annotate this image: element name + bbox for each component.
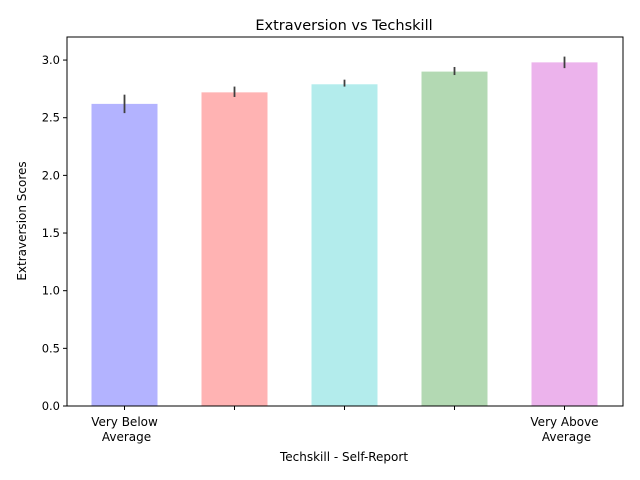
y-axis-label: Extraversion Scores: [15, 161, 29, 280]
chart-title: Extraversion vs Techskill: [255, 18, 432, 34]
y-tick-label: 3.0: [42, 53, 60, 67]
y-tick-label: 0.5: [42, 341, 60, 355]
bar-2: [201, 92, 268, 406]
bar-5: [531, 62, 598, 407]
bar-4: [421, 71, 488, 406]
y-tick-label: 1.5: [42, 226, 60, 240]
plot-area: 0.0 0.5 1.0 1.5 2.0 2.5 3.0 Very Below Average Ve…: [42, 53, 599, 444]
y-tick-label: 1.0: [42, 284, 60, 298]
bar-3: [311, 84, 378, 406]
x-tick-label: Very Below Average: [91, 415, 158, 444]
y-tick-label: 2.5: [42, 111, 60, 125]
x-tick-label: Very Above Average: [530, 415, 598, 444]
x-axis-label: Techskill - Self-Report: [279, 450, 408, 464]
bar-1: [91, 103, 158, 406]
y-tick-label: 0.0: [42, 399, 60, 413]
axes-frame: [66, 36, 624, 407]
y-tick-label: 2.0: [42, 168, 60, 182]
